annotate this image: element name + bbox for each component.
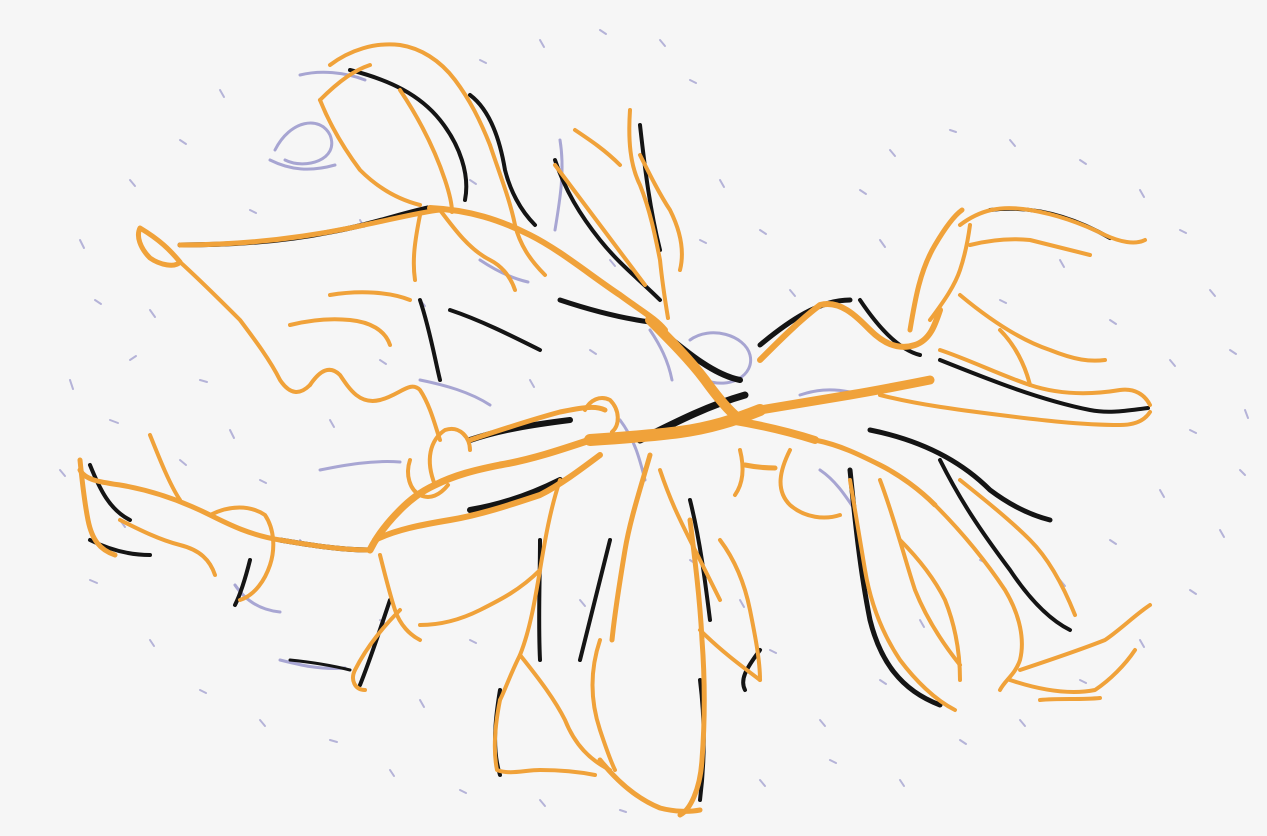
orange-vessel — [812, 437, 938, 508]
orange-vessel — [933, 503, 1024, 692]
orange-vessel — [308, 367, 442, 442]
orange-vessel — [438, 208, 517, 292]
capillary — [268, 158, 337, 171]
dark-vessel — [448, 308, 542, 352]
orange-vessel — [398, 88, 454, 214]
orange-vessel — [583, 396, 620, 434]
capillary — [273, 121, 334, 166]
orange-vessel — [208, 505, 276, 602]
orange-vessel — [597, 757, 703, 814]
orange-vessel — [638, 153, 684, 272]
orange-vessel — [848, 478, 957, 712]
capillary — [798, 388, 852, 397]
dark-vessel — [858, 298, 922, 357]
orange-vessel — [627, 108, 670, 320]
orange-vessel — [590, 638, 617, 772]
orange-vessel — [553, 163, 647, 287]
orange-vessel — [698, 628, 762, 682]
orange-vessel — [718, 538, 762, 682]
dark-vessel — [867, 427, 1053, 523]
orange-vessel — [498, 478, 562, 702]
orange-vessel — [77, 457, 118, 558]
dark-vessel — [757, 297, 853, 348]
dark-vessel — [358, 598, 392, 687]
capillary — [233, 583, 282, 614]
orange-vessel — [898, 538, 962, 682]
orange-vessel — [178, 260, 312, 394]
orange-vessel — [958, 478, 1077, 617]
orange-vessel — [1008, 648, 1137, 694]
orange-vessel — [958, 206, 1147, 245]
orange-vessel — [488, 143, 547, 277]
orange-vessel — [907, 207, 965, 333]
orange-vessel — [467, 404, 608, 443]
orange-vessel — [406, 458, 450, 499]
orange-vessel — [878, 478, 962, 667]
orange-vessel — [757, 301, 943, 363]
orange-vessel — [733, 448, 745, 497]
orange-vessel — [742, 462, 778, 471]
orange-vessel — [878, 393, 1152, 427]
capillary — [418, 378, 492, 407]
capillary — [318, 460, 402, 472]
orange-vessel — [378, 553, 422, 642]
orange-vessel — [328, 290, 412, 302]
capillary — [298, 70, 367, 82]
orange-vessel — [135, 225, 183, 268]
dark-vessel — [233, 558, 252, 607]
orange-vessel — [998, 328, 1032, 387]
orange-vessel — [938, 348, 1152, 407]
orange-vessel — [1018, 603, 1152, 672]
orange-vessel — [351, 608, 402, 692]
orange-vessel — [609, 452, 653, 643]
capillary — [553, 138, 564, 232]
capillary-ring — [688, 331, 753, 385]
orange-vessel — [372, 452, 603, 543]
orange-vessel-trunk — [726, 416, 819, 444]
dark-vessel — [468, 93, 537, 227]
dark-vessel — [88, 463, 132, 522]
dark-vessel — [537, 538, 542, 662]
orange-vessel-trunk — [755, 375, 935, 415]
orange-vessel — [148, 433, 182, 502]
orange-vessel — [573, 128, 622, 167]
orange-vessel-trunk — [645, 315, 743, 423]
capillary — [648, 328, 674, 382]
orange-vessel — [958, 293, 1107, 363]
orange-vessel — [492, 698, 597, 777]
dark-vessel — [418, 298, 442, 382]
orange-vessel — [1038, 696, 1102, 702]
orange-vessel — [427, 205, 668, 333]
capillary-layer — [233, 70, 857, 670]
orange-vessel — [518, 653, 612, 772]
dark-vessel — [467, 477, 563, 513]
orange-vessel — [366, 436, 594, 554]
orange-vessel — [177, 207, 443, 248]
orange-vessel — [288, 317, 392, 347]
dark-vessel — [578, 538, 612, 662]
orange-vessel-layer — [77, 42, 1152, 818]
orange-vessel — [318, 98, 422, 207]
orange-vessel — [318, 63, 372, 102]
dark-vessel — [348, 68, 469, 202]
dark-vessel — [938, 458, 1072, 632]
dark-vessel — [288, 658, 352, 672]
dark-vessel — [557, 297, 653, 325]
orange-vessel — [328, 42, 492, 147]
orange-vessel — [411, 213, 422, 282]
orange-vessel — [427, 426, 472, 487]
orange-vessel — [118, 518, 217, 577]
orange-vessel — [418, 568, 542, 627]
orange-vessel — [658, 468, 722, 602]
dark-vessel — [938, 358, 1150, 414]
orange-vessel — [968, 237, 1092, 257]
orange-vessel — [677, 517, 707, 818]
orange-vessel — [928, 223, 972, 322]
orange-vessel — [778, 448, 842, 520]
capillary — [478, 258, 530, 284]
